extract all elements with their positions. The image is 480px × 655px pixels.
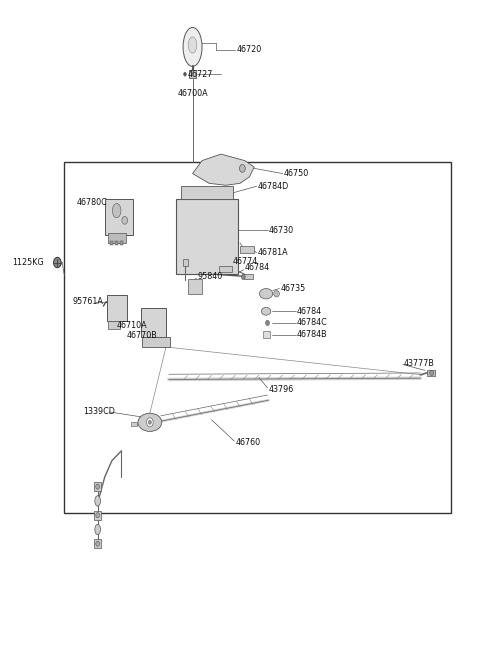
Circle shape [183, 72, 186, 76]
Bar [189, 70, 196, 78]
Bar [107, 295, 127, 321]
Polygon shape [192, 154, 254, 185]
Text: 46770B: 46770B [127, 331, 158, 340]
Bar [141, 308, 166, 337]
Ellipse shape [274, 290, 279, 297]
Ellipse shape [188, 37, 197, 53]
Circle shape [240, 164, 245, 172]
Text: 46720: 46720 [237, 45, 262, 54]
Bar [219, 266, 232, 272]
Bar [176, 199, 238, 274]
Ellipse shape [122, 216, 128, 224]
Text: 95761A: 95761A [73, 297, 104, 306]
Text: 46750: 46750 [284, 169, 310, 178]
Text: 46760: 46760 [235, 438, 260, 447]
Bar [142, 337, 170, 347]
Ellipse shape [112, 204, 121, 217]
Bar [105, 199, 133, 235]
Circle shape [96, 513, 99, 518]
Circle shape [146, 418, 153, 427]
Bar [244, 274, 253, 280]
Text: 46784B: 46784B [297, 330, 327, 339]
Bar [240, 246, 254, 253]
Text: 46700A: 46700A [177, 89, 208, 98]
Ellipse shape [95, 496, 100, 506]
Bar [120, 241, 123, 245]
Ellipse shape [183, 28, 202, 66]
Text: 1125KG: 1125KG [12, 258, 44, 267]
Bar [180, 186, 233, 199]
Bar [132, 422, 137, 426]
Ellipse shape [260, 289, 273, 299]
Text: 43796: 43796 [268, 384, 294, 394]
Bar [108, 321, 120, 329]
Bar [263, 331, 270, 338]
Bar [95, 539, 101, 548]
Text: 46784: 46784 [245, 263, 270, 272]
Text: 46710A: 46710A [117, 321, 147, 330]
Ellipse shape [95, 524, 100, 534]
Text: 46784D: 46784D [258, 181, 289, 191]
Text: 46780C: 46780C [76, 198, 107, 207]
Circle shape [54, 257, 61, 268]
Text: 46781A: 46781A [258, 248, 288, 257]
Text: 43777B: 43777B [404, 359, 434, 367]
Bar [95, 511, 101, 519]
Bar [110, 241, 113, 245]
Text: 46784: 46784 [297, 307, 322, 316]
Text: 46730: 46730 [268, 225, 294, 234]
Text: 46784C: 46784C [297, 318, 328, 328]
Bar [64, 162, 451, 513]
Circle shape [96, 484, 99, 489]
Circle shape [265, 320, 269, 326]
Text: 95840: 95840 [197, 272, 223, 282]
Text: 46727: 46727 [188, 69, 213, 79]
Circle shape [148, 421, 151, 424]
Text: 46774: 46774 [233, 257, 258, 266]
Bar [188, 280, 202, 293]
Ellipse shape [138, 413, 162, 432]
Circle shape [430, 370, 433, 375]
Bar [95, 482, 101, 491]
Bar [108, 233, 126, 243]
Circle shape [241, 274, 245, 280]
Bar [115, 241, 118, 245]
Circle shape [96, 541, 99, 546]
Text: 46735: 46735 [280, 284, 306, 293]
Bar [182, 259, 188, 266]
Text: 1339CD: 1339CD [84, 407, 115, 417]
Bar [427, 369, 434, 376]
Ellipse shape [261, 307, 271, 315]
